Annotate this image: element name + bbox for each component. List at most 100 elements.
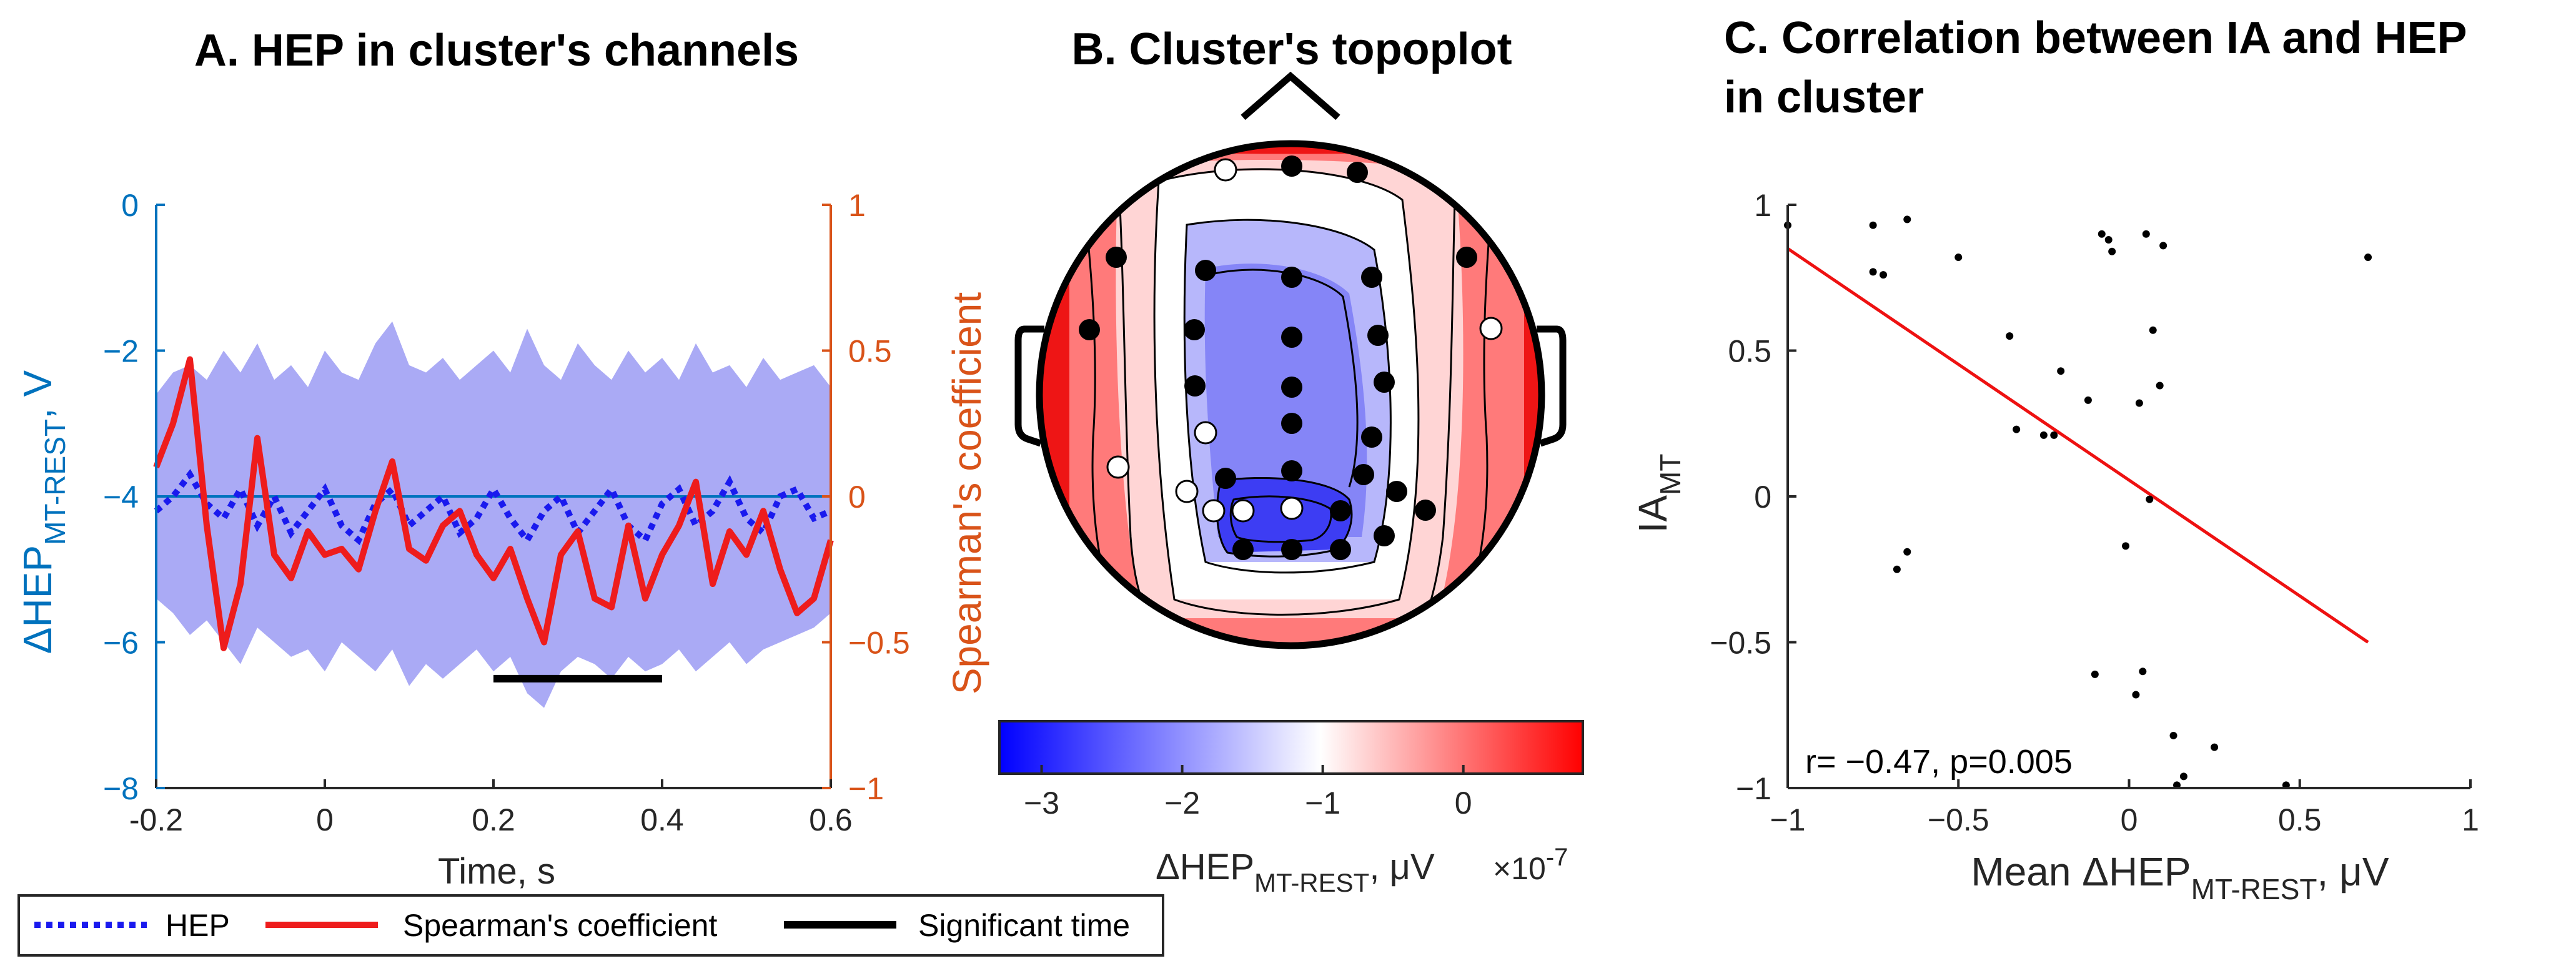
- head-right-ear: [1537, 325, 1567, 447]
- scatter-point: [2132, 691, 2140, 699]
- panel-a-ylabel: ΔHEPMT-REST, V: [15, 370, 71, 654]
- colorbar-multiplier-base: ×10: [1493, 851, 1546, 886]
- x-tick-label: 1: [2462, 802, 2479, 837]
- colorbar: [998, 720, 1584, 775]
- scatter-point: [2139, 668, 2147, 676]
- scatter-point: [2169, 731, 2177, 739]
- panel-c-ylabel-sub: MT: [1654, 454, 1687, 495]
- x-tick-label: 0.6: [809, 802, 853, 837]
- electrode: [1386, 481, 1407, 502]
- scatter-point: [2039, 431, 2048, 439]
- electrode: [1367, 325, 1389, 346]
- scatter-point: [2142, 230, 2150, 238]
- panel-b: B. Cluster's topoplot: [998, 24, 1584, 897]
- panel-a-variability-band: [156, 321, 831, 708]
- x-tick-label: -0.2: [129, 802, 183, 837]
- legend-spearman-label: Spearman's coefficient: [403, 908, 717, 943]
- electrode: [1079, 319, 1100, 340]
- electrode: [1281, 327, 1302, 348]
- electrode: [1202, 499, 1226, 523]
- y-tick-label: −1: [1736, 771, 1771, 806]
- scatter-point: [2098, 230, 2106, 238]
- scatter-point: [2057, 367, 2065, 375]
- panel-c-xlabel-sub: MT-REST: [2191, 873, 2317, 905]
- y-left-tick-label: −8: [103, 771, 139, 806]
- panel-a-ylabel-sub: MT-REST: [39, 419, 71, 545]
- y-right-tick-label: −0.5: [848, 626, 910, 661]
- electrode: [1330, 539, 1351, 560]
- electrode: [1184, 375, 1206, 397]
- scatter-point: [2159, 242, 2167, 250]
- scatter-point: [1903, 548, 1911, 556]
- panel-c: C. Correlation between IA and HEP in clu…: [1630, 13, 2479, 905]
- legend: HEP Spearman's coefficient Significant t…: [17, 894, 1164, 957]
- electrode: [1194, 421, 1217, 445]
- panel-a-ylabel-main: ΔHEP: [15, 545, 60, 654]
- scatter-point: [2091, 670, 2099, 678]
- electrode: [1415, 500, 1436, 521]
- scatter-point: [2364, 254, 2372, 262]
- electrode: [1479, 317, 1503, 340]
- scatter-point: [2146, 495, 2154, 503]
- electrode: [1353, 464, 1374, 485]
- panel-c-ylabel: IAMT: [1630, 454, 1687, 533]
- x-tick-label: 0: [2121, 802, 2138, 837]
- panel-a-ylabel-right: Spearman's coefficient: [944, 292, 989, 695]
- electrode: [1232, 539, 1254, 560]
- scatter-point: [1954, 254, 1963, 262]
- electrode: [1281, 413, 1302, 434]
- electrode: [1374, 525, 1395, 546]
- y-tick-label: 0.5: [1728, 334, 1771, 369]
- panel-a: A. HEP in cluster's channels -0.2 0 0.2 0.4…: [15, 26, 989, 892]
- colorbar-label: ΔHEPMT-REST, μV: [1156, 847, 1435, 897]
- electrode: [1361, 426, 1382, 448]
- electrode: [1184, 319, 1205, 340]
- scatter-point: [2211, 743, 2219, 751]
- electrode: [1214, 158, 1237, 182]
- panel-a-ticks: -0.2 0 0.2 0.4 0.6 −8 −6 −4 −2 0 −1 −0.5 0 0.5 1: [103, 188, 910, 837]
- panel-c-xlabel: Mean ΔHEPMT-REST, μV: [1971, 849, 2389, 905]
- electrode: [1374, 372, 1395, 393]
- x-tick-label: −1: [1770, 802, 1805, 837]
- x-tick-label: 0: [316, 802, 334, 837]
- electrode: [1215, 468, 1236, 489]
- panel-a-xlabel: Time, s: [438, 851, 555, 892]
- electrodes: [1079, 155, 1503, 560]
- scatter-point: [2013, 425, 2021, 433]
- y-left-tick-label: −6: [103, 626, 139, 661]
- panel-c-title-line-1: C. Correlation between IA and HEP: [1724, 13, 2467, 63]
- electrode: [1456, 247, 1477, 268]
- scatter-point: [2104, 236, 2113, 244]
- correlation-annotation: r= −0.47, p=0.005: [1805, 743, 2073, 781]
- scatter-point: [1893, 565, 1901, 573]
- colorbar-tick-label: −2: [1164, 786, 1200, 821]
- colorbar-tick-label: −3: [1024, 786, 1059, 821]
- electrode: [1106, 247, 1127, 268]
- y-left-tick-label: −2: [103, 334, 139, 369]
- colorbar-multiplier-exponent: -7: [1546, 844, 1568, 871]
- panel-a-ylabel-tail: , V: [15, 370, 60, 419]
- panel-c-xlabel-tail: , μV: [2317, 849, 2389, 894]
- scatter-point: [2084, 396, 2092, 404]
- electrode: [1330, 500, 1351, 521]
- y-tick-label: 0: [1754, 480, 1771, 515]
- colorbar-tick-label: 0: [1455, 786, 1472, 821]
- panel-a-title: A. HEP in cluster's channels: [194, 26, 799, 76]
- colorbar-tick-label: −1: [1305, 786, 1340, 821]
- legend-significant-label: Significant time: [918, 908, 1130, 943]
- legend-box: [17, 894, 1164, 957]
- y-tick-label: −0.5: [1710, 626, 1771, 661]
- x-tick-label: 0.5: [2278, 802, 2322, 837]
- electrode: [1280, 496, 1304, 520]
- colorbar-label-tail: , μV: [1369, 847, 1435, 887]
- panel-c-title-line-2: in cluster: [1724, 72, 1924, 122]
- electrode: [1281, 155, 1302, 177]
- legend-hep-label: HEP: [166, 908, 230, 943]
- electrode: [1231, 499, 1255, 523]
- panel-c-xlabel-main: Mean ΔHEP: [1971, 849, 2191, 894]
- electrode: [1281, 539, 1302, 560]
- scatter-point: [2149, 326, 2157, 334]
- x-tick-label: 0.4: [640, 802, 684, 837]
- scatter-point: [2122, 542, 2130, 550]
